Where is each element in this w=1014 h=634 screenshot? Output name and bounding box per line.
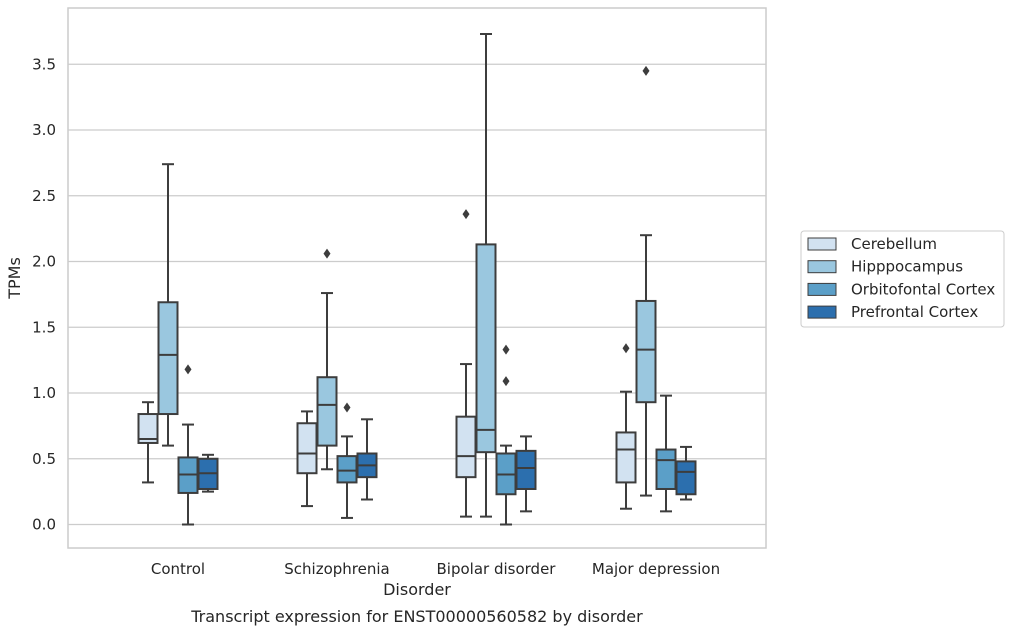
legend-label: Hipppocampus — [851, 258, 963, 276]
box-groups — [137, 33, 697, 526]
y-tick-label: 1.0 — [32, 384, 56, 402]
y-tick-label: 3.5 — [32, 55, 56, 73]
box-orbitofontal-cortex-2 — [495, 344, 517, 526]
y-tick-label: 2.5 — [32, 187, 56, 205]
y-tick-label: 2.0 — [32, 253, 56, 271]
x-axis-title: Disorder — [383, 580, 451, 599]
box-hipppocampus-1 — [316, 248, 338, 471]
box-prefrontal-cortex-0 — [197, 453, 219, 493]
iqr-box — [635, 299, 657, 404]
outlier-point — [462, 209, 470, 220]
chart-caption: Transcript expression for ENST0000056058… — [190, 607, 643, 626]
y-tick-label: 3.0 — [32, 121, 56, 139]
y-axis-title: TPMs — [5, 257, 24, 300]
box-prefrontal-cortex-2 — [515, 435, 537, 513]
y-tick-label: 1.5 — [32, 318, 56, 336]
box-orbitofontal-cortex-3 — [655, 394, 677, 513]
legend-label: Orbitofontal Cortex — [851, 280, 995, 298]
legend-label: Prefrontal Cortex — [851, 303, 978, 321]
legend-label: Cerebellum — [851, 235, 937, 253]
iqr-box — [675, 460, 697, 496]
iqr-box — [655, 448, 677, 490]
legend-item: Prefrontal Cortex — [807, 303, 978, 321]
x-tick-label: Major depression — [592, 560, 720, 578]
iqr-box — [515, 449, 537, 490]
box-cerebellum-1 — [296, 410, 318, 508]
iqr-box — [455, 415, 477, 479]
y-tick-label: 0.0 — [32, 516, 56, 534]
box-orbitofontal-cortex-0 — [177, 364, 199, 526]
box-hipppocampus-0 — [157, 163, 179, 447]
legend-item: Orbitofontal Cortex — [807, 280, 995, 298]
legend-swatch — [807, 237, 837, 251]
x-tick-label: Bipolar disorder — [437, 560, 557, 578]
legend-item: Cerebellum — [807, 235, 937, 253]
box-prefrontal-cortex-3 — [675, 445, 697, 501]
x-tick-label: Schizophrenia — [284, 560, 389, 578]
outlier-point — [184, 364, 192, 375]
box-hipppocampus-3 — [635, 65, 657, 497]
legend-swatch — [807, 260, 837, 274]
iqr-box — [336, 455, 358, 484]
y-tick-labels: 0.0 0.5 1.0 1.5 2.0 2.5 3.0 3.5 — [32, 55, 56, 533]
iqr-box — [296, 422, 318, 475]
iqr-box — [615, 431, 637, 484]
outlier-point — [622, 343, 630, 354]
box-cerebellum-0 — [137, 401, 159, 484]
outlier-point — [502, 376, 510, 387]
plot-frame — [67, 7, 767, 549]
legend-swatch — [807, 305, 837, 319]
iqr-box — [157, 301, 179, 416]
iqr-box — [137, 413, 159, 444]
outlier-point — [642, 65, 650, 76]
outlier-point — [323, 248, 331, 259]
x-tick-labels: Control Schizophrenia Bipolar disorder Majo… — [151, 560, 720, 578]
outlier-point — [502, 344, 510, 355]
legend-frame — [800, 230, 1005, 328]
x-tick-label: Control — [151, 560, 205, 578]
y-tick-label: 0.5 — [32, 450, 56, 468]
box-cerebellum-2 — [455, 209, 477, 518]
legend-item: Hipppocampus — [807, 258, 963, 276]
legend-swatch — [807, 282, 837, 296]
iqr-box — [316, 376, 338, 447]
box-orbitofontal-cortex-1 — [336, 402, 358, 519]
iqr-box — [475, 243, 497, 454]
legend: Cerebellum Hipppocampus Orbitofontal Corte… — [800, 230, 1005, 328]
box-prefrontal-cortex-1 — [356, 418, 378, 501]
outlier-point — [343, 402, 351, 413]
box-cerebellum-3 — [615, 343, 637, 510]
box-hipppocampus-2 — [475, 33, 497, 518]
